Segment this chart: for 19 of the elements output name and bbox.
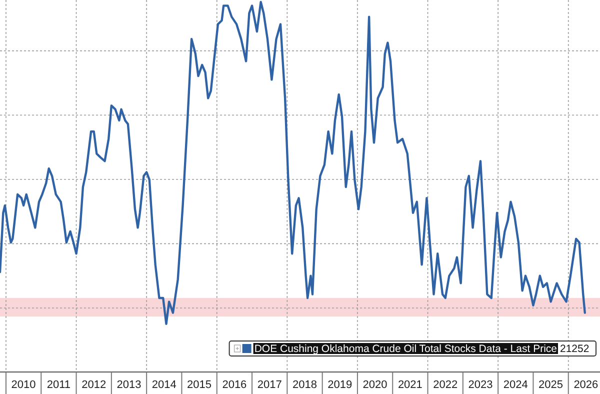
x-tick-label: 2012: [82, 379, 106, 391]
x-tick-label: 2011: [46, 379, 71, 391]
x-tick-label: 2013: [116, 379, 142, 391]
x-tick-label: 2018: [292, 379, 317, 391]
x-tick-label: 2022: [433, 379, 458, 391]
annotation: 21252: [560, 343, 590, 355]
x-tick-label: 2019: [328, 379, 352, 391]
x-tick-label: 2017: [257, 379, 282, 391]
x-tick-label: 2021: [398, 379, 422, 391]
x-tick-label: 2026: [574, 379, 598, 391]
x-tick-label: 2023: [468, 379, 493, 391]
legend-label: DOE Cushing Oklahoma Crude Oil Total Stocks Data - Last Price: [254, 343, 558, 355]
x-tick-label: 2025: [538, 379, 564, 391]
x-tick-label: 2024: [503, 379, 528, 391]
x-tick-label: 2015: [187, 379, 212, 391]
x-tick-label: 2014: [152, 379, 176, 391]
x-tick-label: 2020: [362, 379, 388, 391]
x-tick-label: 2010: [11, 379, 36, 391]
x-tick-label: 2016: [222, 379, 247, 391]
